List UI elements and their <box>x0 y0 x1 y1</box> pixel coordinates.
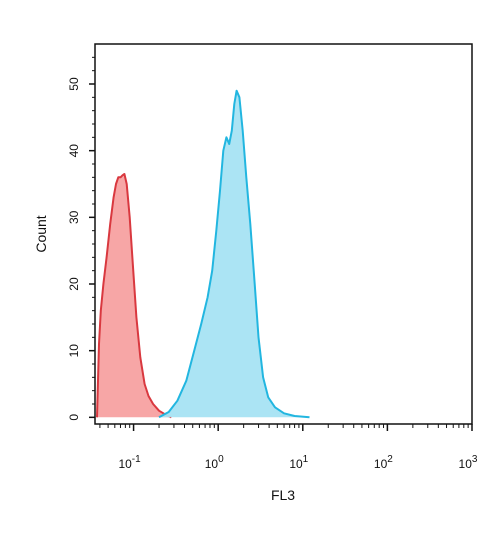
plot-frame <box>94 43 473 425</box>
series-2-line <box>158 89 310 419</box>
series-1-line <box>96 173 172 419</box>
x-tick-label: 101 <box>289 454 308 471</box>
x-tick-label-base: 10 <box>205 457 219 471</box>
x-tick-label-base: 10 <box>289 457 303 471</box>
y-tick-label: 30 <box>67 210 81 224</box>
x-tick-label-exponent: 2 <box>387 454 393 465</box>
x-axis-label: FL3 <box>271 487 295 503</box>
x-tick-label-base: 10 <box>459 457 473 471</box>
y-tick-label: 50 <box>67 77 81 91</box>
x-tick-label-exponent: 3 <box>472 454 478 465</box>
x-tick-label: 100 <box>205 454 224 471</box>
series-layer <box>96 89 310 419</box>
x-tick-label-base: 10 <box>374 457 388 471</box>
y-tick-label: 0 <box>67 414 81 421</box>
x-tick-label: 103 <box>459 454 478 471</box>
x-tick-label: 102 <box>374 454 393 471</box>
x-tick-label-exponent: -1 <box>132 454 141 465</box>
y-tick-label: 40 <box>67 144 81 158</box>
y-axis-label: Count <box>33 215 49 252</box>
x-tick-label-base: 10 <box>118 457 132 471</box>
y-tick-label: 10 <box>67 344 81 358</box>
series-2-area <box>159 90 310 418</box>
x-tick-label-exponent: 1 <box>303 454 309 465</box>
x-tick-label-exponent: 0 <box>218 454 224 465</box>
y-tick-label: 20 <box>67 277 81 291</box>
x-tick-label: 10-1 <box>118 454 141 471</box>
